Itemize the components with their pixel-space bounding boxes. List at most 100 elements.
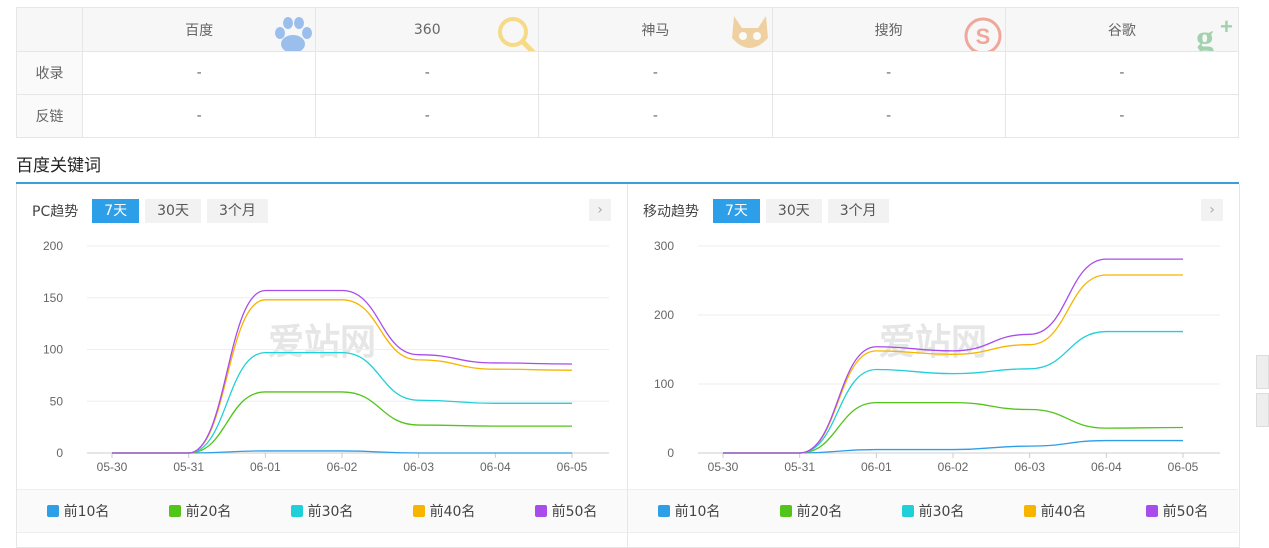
y-tick-label: 200: [654, 308, 674, 322]
engine-stats-table: 百度 360 神马 搜狗: [16, 7, 1240, 138]
series-line-4: [722, 274, 1183, 454]
table-cell: -: [81, 94, 317, 138]
chevron-right-icon[interactable]: ›: [589, 199, 611, 221]
legend-swatch: [412, 505, 425, 517]
legend-swatch: [168, 505, 181, 517]
panel-header: 移动趋势 7天 30天 3个月: [643, 199, 895, 223]
legend-item-top10[interactable]: 前10名: [46, 501, 110, 521]
table-cell: -: [538, 94, 773, 138]
svg-text:g: g: [1196, 18, 1214, 52]
table-cell: -: [538, 51, 773, 95]
row-label: 收录: [16, 51, 83, 95]
svg-text:+: +: [1220, 14, 1233, 39]
table-cell: -: [81, 51, 317, 95]
legend-item-top50[interactable]: 前50名: [1145, 501, 1209, 521]
x-tick-label: 06-02: [938, 460, 969, 474]
legend-label: 前50名: [1162, 504, 1209, 520]
scroll-up-button[interactable]: [1256, 355, 1269, 389]
baidu-paw-icon: [275, 17, 313, 51]
range-30d-button[interactable]: 30天: [765, 199, 822, 223]
scroll-top-button[interactable]: [1256, 393, 1269, 427]
watermark-text: 爱站网: [879, 322, 987, 363]
legend-label: 前20名: [185, 504, 232, 520]
range-30d-button[interactable]: 30天: [145, 199, 201, 223]
svg-text:S: S: [975, 24, 990, 49]
legend-swatch: [901, 505, 914, 517]
chevron-right-icon[interactable]: ›: [1201, 199, 1223, 221]
legend-label: 前10名: [674, 504, 721, 520]
range-7d-button[interactable]: 7天: [713, 199, 760, 223]
y-tick-label: 0: [667, 446, 674, 460]
x-tick-label: 06-05: [1168, 460, 1199, 474]
legend-item-top20[interactable]: 前20名: [168, 501, 232, 521]
x-tick-label: 05-31: [173, 460, 204, 474]
legend-item-top40[interactable]: 前40名: [1023, 501, 1087, 521]
corner-cell: [16, 7, 83, 52]
x-tick-label: 06-05: [557, 460, 588, 474]
y-tick-label: 100: [43, 343, 63, 357]
legend-label: 前10名: [63, 504, 110, 520]
mobile-trend-chart: 爱站网 0 100 200 300 05-30 05-31 06-01 06-02 06-03 06…: [654, 239, 1220, 474]
legend-label: 前30名: [307, 504, 354, 520]
x-tick-label: 06-03: [1014, 460, 1045, 474]
legend-item-top20[interactable]: 前20名: [779, 501, 843, 521]
engine-header-sogou: 搜狗 S: [771, 7, 1006, 52]
engine-name: 搜狗: [874, 22, 903, 39]
legend-item-top30[interactable]: 前30名: [901, 501, 964, 521]
y-tick-label: 100: [654, 377, 674, 391]
engine-name: 百度: [185, 22, 214, 39]
range-3m-button[interactable]: 3个月: [827, 199, 889, 223]
x-tick-label: 06-04: [1091, 460, 1122, 474]
chart-legend: 前10名 前20名 前30名 前40名 前50名: [17, 489, 627, 533]
table-cell: -: [1004, 51, 1240, 95]
engine-name: 神马: [641, 22, 670, 39]
panel-title: PC趋势: [32, 204, 79, 220]
y-tick-label: 0: [56, 446, 63, 460]
series-line-3: [111, 351, 572, 454]
panel-title: 移动趋势: [643, 204, 699, 220]
y-tick-label: 300: [654, 239, 674, 253]
series-line-2: [722, 401, 1184, 454]
legend-item-top10[interactable]: 前10名: [657, 501, 721, 521]
range-7d-button[interactable]: 7天: [92, 199, 140, 223]
table-cell: -: [315, 94, 540, 138]
y-tick-label: 50: [50, 394, 64, 408]
range-3m-button[interactable]: 3个月: [206, 199, 268, 223]
chart-legend: 前10名 前20名 前30名 前40名 前50名: [628, 489, 1238, 533]
engine-header-google: 谷歌 g +: [1004, 7, 1240, 52]
engine-header-baidu: 百度: [81, 7, 317, 52]
legend-swatch: [1023, 505, 1036, 517]
panel-header: PC趋势 7天 30天 3个月: [32, 199, 274, 223]
x-tick-label: 05-30: [97, 460, 128, 474]
legend-label: 前50名: [551, 504, 598, 520]
series-line-1: [722, 439, 1183, 454]
mobile-trend-panel: 移动趋势 7天 30天 3个月 › 爱站网 0 100 200 300 05-30 05-3…: [628, 184, 1240, 548]
x-tick-label: 06-04: [480, 460, 511, 474]
y-tick-label: 200: [43, 239, 63, 253]
x-tick-label: 06-03: [403, 460, 434, 474]
360-search-icon: [498, 17, 536, 51]
engine-header-row: 百度 360 神马 搜狗: [16, 7, 1240, 52]
x-tick-label: 06-01: [861, 460, 892, 474]
legend-swatch: [46, 505, 59, 517]
x-tick-label: 05-31: [784, 460, 815, 474]
table-cell: -: [771, 51, 1006, 95]
x-tick-label: 06-02: [327, 460, 358, 474]
engine-header-360: 360: [315, 7, 540, 52]
legend-item-top40[interactable]: 前40名: [412, 501, 475, 521]
table-cell: -: [315, 51, 540, 95]
legend-swatch: [534, 505, 547, 517]
legend-item-top30[interactable]: 前30名: [290, 501, 354, 521]
legend-swatch: [1145, 505, 1158, 517]
pc-trend-panel: PC趋势 7天 30天 3个月 › 爱站网 0 50 100 150 200 05-30 05…: [16, 184, 628, 548]
y-tick-label: 150: [43, 291, 63, 305]
legend-label: 前40名: [1040, 504, 1087, 520]
table-cell: -: [1004, 94, 1240, 138]
x-tick-label: 05-30: [708, 460, 739, 474]
x-tick-label: 06-01: [250, 460, 281, 474]
section-divider: [16, 182, 1239, 184]
legend-label: 前20名: [796, 504, 843, 520]
legend-item-top50[interactable]: 前50名: [534, 501, 598, 521]
legend-swatch: [779, 505, 792, 517]
